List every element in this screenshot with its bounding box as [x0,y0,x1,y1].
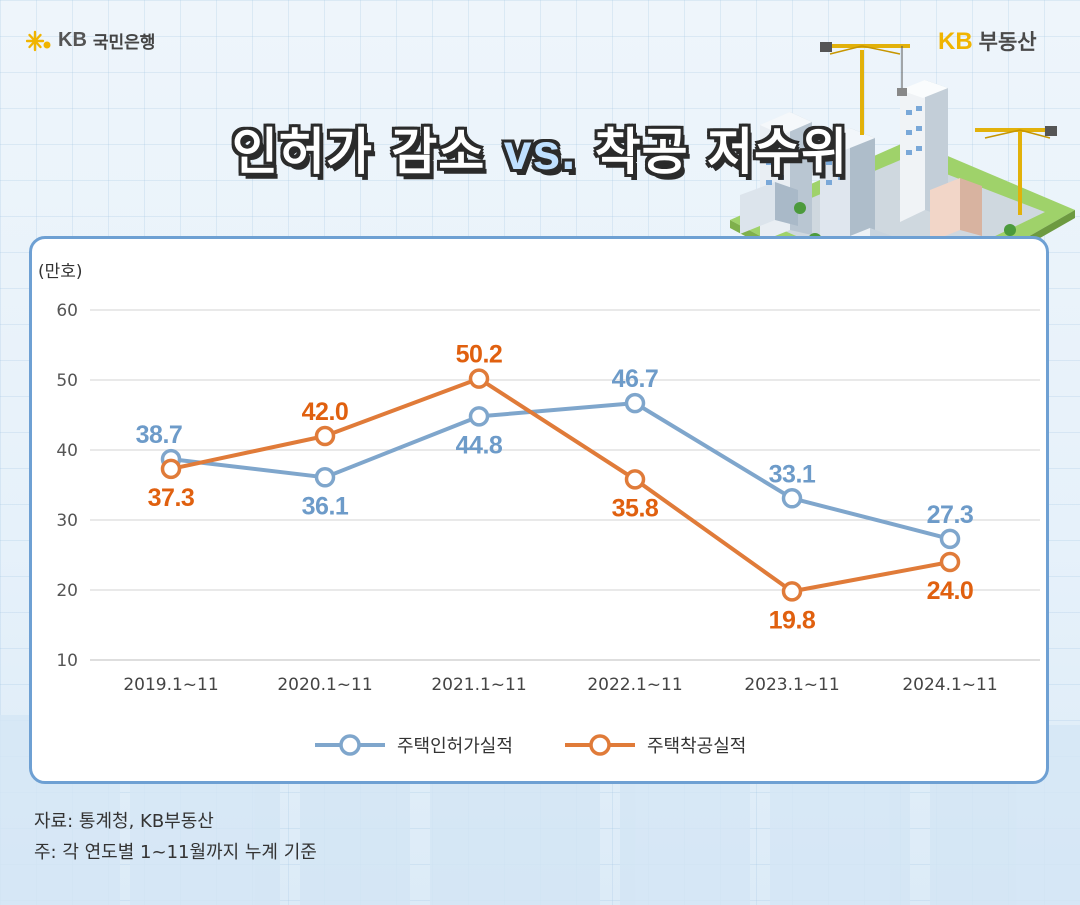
legend-marker-permits [339,734,361,756]
chart-panel [29,236,1049,784]
y-axis-unit-label: (만호) [38,262,83,282]
marker-starts [939,551,961,573]
x-tick-label: 2020.1~11 [277,675,372,695]
source-note: 자료: 통계청, KB부동산 [34,811,214,832]
data-label-permits: 27.3 [927,501,974,529]
kb-kookmin-bank-logo: KB 국민은행 [26,28,155,53]
data-label-starts: 50.2 [456,341,503,369]
y-tick-label: 50 [56,371,78,391]
data-label-starts: 42.0 [302,398,349,426]
data-label-starts: 19.8 [769,606,816,634]
x-tick-label: 2022.1~11 [587,675,682,695]
data-label-permits: 46.7 [612,365,659,393]
page-title: 인허가 감소 vs. 착공 저수위 [0,112,1080,184]
y-tick-label: 20 [56,581,78,601]
y-tick-label: 60 [56,301,78,321]
data-label-permits: 36.1 [302,492,349,520]
title-right: 착공 저수위 [594,123,849,181]
x-tick-label: 2021.1~11 [431,675,526,695]
x-tick-label: 2019.1~11 [123,675,218,695]
data-label-starts: 24.0 [927,577,974,605]
realestate-logo-name: 부동산 [978,30,1037,54]
kb-realestate-logo: KB 부동산 [938,26,1037,56]
series-line-permits [170,401,951,541]
legend-label-permits: 주택인허가실적 [397,736,513,757]
title-left: 인허가 감소 [231,123,486,181]
data-label-permits: 33.1 [769,460,816,488]
data-label-starts: 35.8 [612,494,659,522]
kb-star-icon [26,30,51,51]
data-label-permits: 44.8 [456,431,503,459]
x-tick-label: 2023.1~11 [744,675,839,695]
title-vs: vs. [503,124,577,180]
marker-permits [781,488,803,509]
bank-logo-name: 국민은행 [92,33,156,53]
marker-starts [468,368,490,389]
marker-permits [624,392,646,414]
y-tick-label: 40 [56,441,78,461]
series-line-starts [170,376,951,594]
legend-label-starts: 주택착공실적 [647,736,746,757]
marker-starts [160,458,182,480]
legend-marker-starts [589,734,611,756]
bank-logo-kb: KB [58,29,87,51]
marker-starts [781,581,803,602]
y-tick-label: 10 [56,651,78,671]
footer-notes: 자료: 통계청, KB부동산 주: 각 연도별 1~11월까지 누계 기준 [34,806,317,868]
marker-permits [314,467,336,488]
basis-note: 주: 각 연도별 1~11월까지 누계 기준 [34,842,317,863]
marker-permits [468,406,490,427]
realestate-logo-kb: KB [938,28,973,55]
marker-starts [624,469,646,490]
marker-permits [939,528,961,550]
data-label-starts: 37.3 [148,484,195,512]
marker-starts [314,425,336,447]
data-label-permits: 38.7 [136,421,183,449]
y-tick-label: 30 [56,511,78,531]
x-tick-label: 2024.1~11 [902,675,997,695]
